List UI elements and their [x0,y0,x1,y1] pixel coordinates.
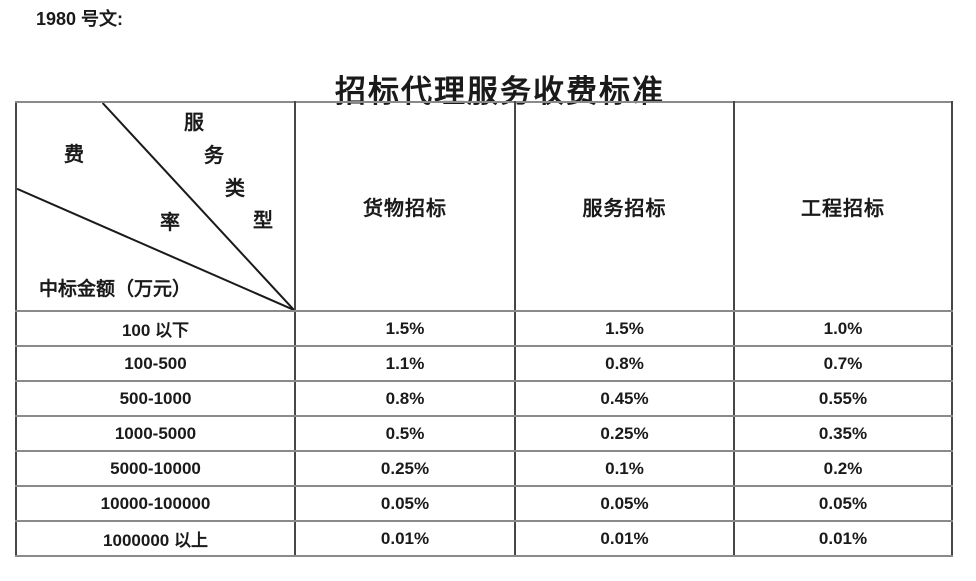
corner-header-cell: 服 务 类 型 费 率 中标金额（万元） [15,101,296,312]
corner-service-type-char-2: 务 [204,145,224,167]
table-row: 1000-5000 0.5% 0.25% 0.35% [15,415,953,452]
fee-value: 0.05% [514,485,735,522]
fee-value: 1.0% [733,310,953,347]
row-label: 10000-100000 [15,485,296,522]
fee-value: 1.5% [514,310,735,347]
column-header-goods: 货物招标 [294,101,516,312]
table-header-row: 服 务 类 型 费 率 中标金额（万元） 货物招标 服务招标 工程招标 [15,101,953,312]
fee-value: 0.25% [294,450,516,487]
row-label: 100 以下 [15,310,296,347]
corner-amount-label: 中标金额（万元） [39,279,192,300]
corner-fee-rate-char-2: 率 [160,212,180,234]
corner-service-type-char-1: 服 [184,112,204,134]
fee-value: 0.01% [514,520,735,557]
corner-service-type-char-4: 型 [253,210,273,232]
row-label: 5000-10000 [15,450,296,487]
fee-value: 0.05% [733,485,953,522]
fee-rate-table: 服 务 类 型 费 率 中标金额（万元） 货物招标 服务招标 工程招标 100 … [15,101,953,557]
fee-value: 0.1% [514,450,735,487]
fee-value: 0.01% [733,520,953,557]
fee-value: 0.5% [294,415,516,452]
fee-value: 0.7% [733,345,953,382]
fee-value: 0.8% [514,345,735,382]
table-row: 1000000 以上 0.01% 0.01% 0.01% [15,520,953,557]
row-label: 100-500 [15,345,296,382]
doc-number: 1980 号文: [36,9,124,29]
row-label: 1000-5000 [15,415,296,452]
fee-value: 0.01% [294,520,516,557]
table-row: 10000-100000 0.05% 0.05% 0.05% [15,485,953,522]
fee-value: 1.5% [294,310,516,347]
fee-value: 1.1% [294,345,516,382]
table-row: 100 以下 1.5% 1.5% 1.0% [15,310,953,347]
fee-value: 0.2% [733,450,953,487]
fee-value: 0.05% [294,485,516,522]
table-row: 100-500 1.1% 0.8% 0.7% [15,345,953,382]
diagonal-lines [18,104,293,309]
fee-value: 0.45% [514,380,735,417]
column-header-engineering: 工程招标 [733,101,953,312]
corner-service-type-char-3: 类 [225,178,245,200]
table-row: 5000-10000 0.25% 0.1% 0.2% [15,450,953,487]
row-label: 1000000 以上 [15,520,296,557]
corner-diagonal-area: 服 务 类 型 费 率 中标金额（万元） [18,104,293,309]
fee-value: 0.35% [733,415,953,452]
corner-fee-rate-char-1: 费 [64,144,84,166]
row-label: 500-1000 [15,380,296,417]
column-header-service: 服务招标 [514,101,735,312]
fee-value: 0.55% [733,380,953,417]
table-row: 500-1000 0.8% 0.45% 0.55% [15,380,953,417]
fee-value: 0.25% [514,415,735,452]
fee-value: 0.8% [294,380,516,417]
